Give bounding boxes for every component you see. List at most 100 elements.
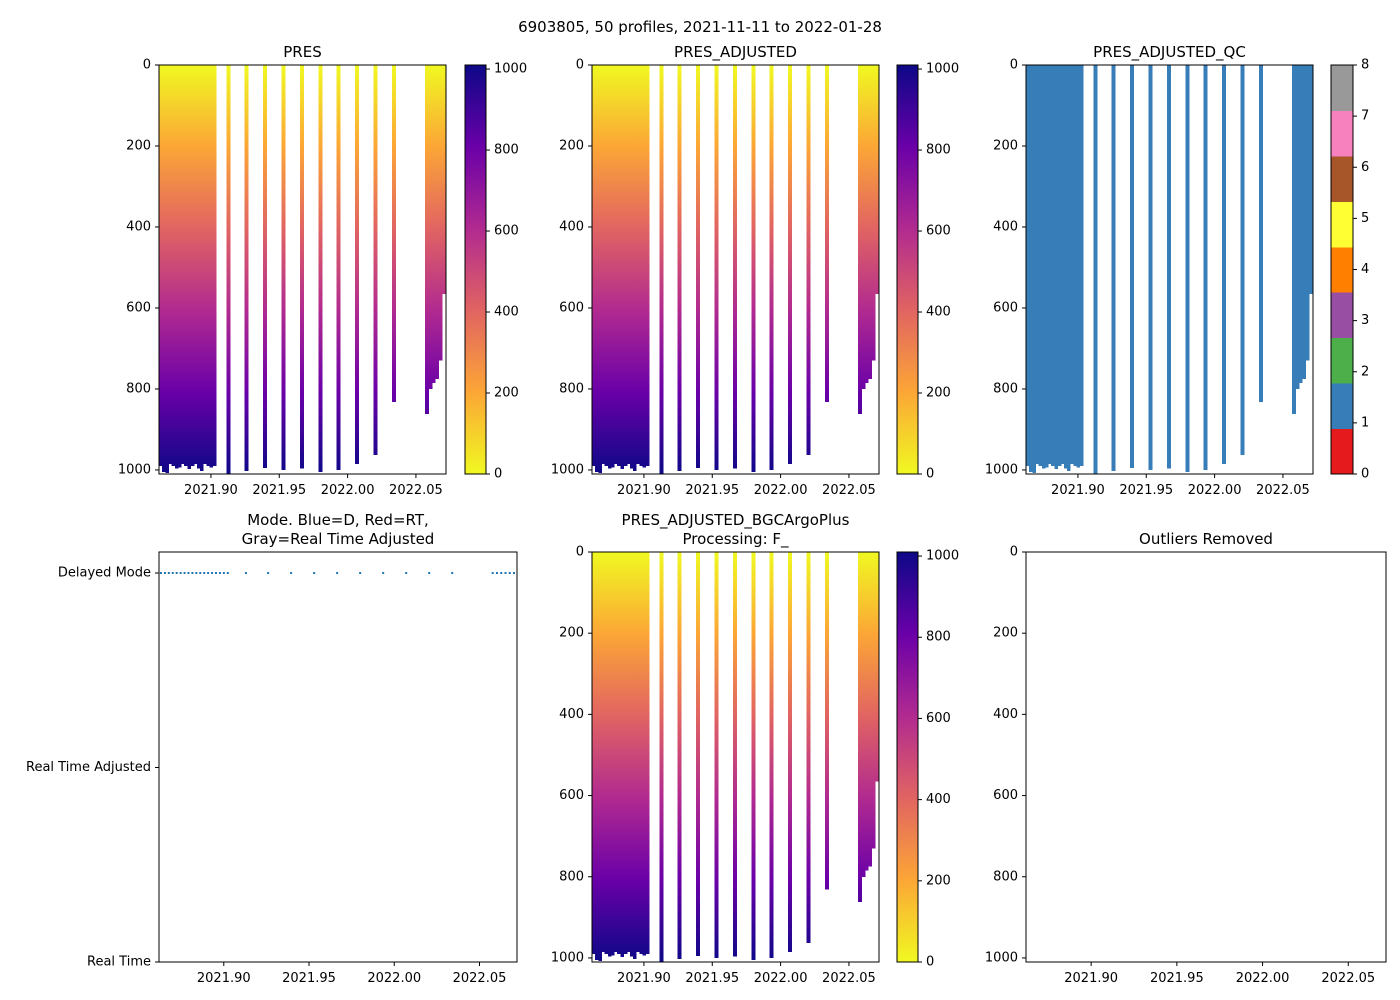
mode-point — [214, 572, 217, 574]
mode-point — [163, 572, 166, 574]
colorbar-segment — [1331, 65, 1353, 111]
mode-point — [267, 572, 270, 574]
mode-point — [382, 572, 385, 574]
y-tick-label: 0 — [143, 58, 151, 73]
profile-bar — [1057, 65, 1062, 466]
mode-point — [159, 572, 162, 574]
y-tick-label: 400 — [559, 219, 584, 234]
profile-bar — [435, 65, 440, 379]
profile-bar — [1240, 65, 1245, 455]
profile-bar — [1093, 65, 1098, 474]
x-tick-label: 2022.05 — [1321, 971, 1375, 986]
mode-point — [451, 572, 454, 574]
colorbar-segment — [1331, 155, 1353, 202]
x-tick-label: 2021.95 — [685, 971, 739, 986]
panel-title-line2: Gray=Real Time Adjusted — [242, 530, 435, 548]
y-tick-label: 600 — [559, 788, 584, 803]
y-tick-label: 200 — [993, 626, 1018, 641]
y-category-label: Real Time Adjusted — [26, 760, 151, 775]
x-tick-label: 2022.05 — [1256, 483, 1310, 498]
profile-bar — [212, 65, 217, 466]
colorbar-frame — [896, 551, 919, 963]
profile-bar — [601, 65, 606, 464]
colorbar-segment — [1331, 292, 1353, 339]
profile-bar — [373, 65, 378, 455]
mode-point — [167, 572, 170, 574]
mode-point — [187, 572, 190, 574]
profile-bar — [607, 552, 612, 957]
colorbar-tick-label: 2 — [1361, 364, 1369, 379]
profile-bar — [806, 65, 811, 455]
profile-bar — [695, 552, 700, 956]
profile-bar — [1029, 65, 1033, 472]
x-tick-label: 2022.05 — [822, 483, 876, 498]
x-tick-label: 2021.95 — [1119, 483, 1173, 498]
profile-bar — [299, 65, 304, 469]
profile-bar — [595, 552, 599, 960]
profile-bar — [181, 65, 185, 464]
x-tick-label: 2022.00 — [367, 971, 421, 986]
profile-bar — [1259, 65, 1264, 402]
colorbar-tick-label: 200 — [926, 873, 951, 888]
profile-bar — [617, 552, 621, 954]
y-tick-label: 600 — [126, 300, 151, 315]
profile-bar — [769, 65, 774, 470]
profile-bar — [1066, 65, 1071, 472]
mode-point — [290, 572, 293, 574]
colorbar-tick-label: 600 — [494, 224, 519, 239]
colorbar-tick-label: 400 — [494, 305, 519, 320]
profile-bar — [714, 552, 719, 958]
colorbar-tick-label: 0 — [926, 955, 934, 970]
colorbar-tick-label: 200 — [926, 386, 951, 401]
x-tick-label: 2022.05 — [389, 483, 443, 498]
profile-bar — [610, 65, 615, 468]
y-tick-label: 800 — [559, 381, 584, 396]
profile-bar — [209, 65, 214, 468]
x-tick-label: 2022.00 — [1188, 483, 1242, 498]
colorbar-fill — [897, 552, 918, 962]
colorbar-tick-label: 600 — [926, 711, 951, 726]
profile-bar — [196, 65, 201, 469]
profile-bar — [642, 552, 647, 956]
y-tick-label: 200 — [993, 138, 1018, 153]
profile-bar — [1111, 65, 1116, 471]
colorbar-frame — [896, 64, 919, 475]
y-tick-label: 1000 — [551, 462, 584, 477]
axes-frame — [591, 551, 880, 963]
y-tick-label: 800 — [993, 381, 1018, 396]
profile-bar — [861, 552, 866, 877]
profile-bar — [607, 65, 612, 469]
profile-bar — [806, 552, 811, 943]
profile-bar — [318, 65, 323, 472]
axes-frame — [591, 64, 880, 475]
profile-bar — [1166, 65, 1171, 469]
colorbar-segment — [1331, 246, 1353, 293]
profile-bar — [184, 65, 188, 466]
axes-frame — [1025, 551, 1387, 963]
y-tick-label: 0 — [576, 545, 584, 560]
profile-bar — [592, 65, 596, 466]
profile-bar — [187, 65, 192, 470]
profile-bar — [1076, 65, 1081, 468]
mode-point — [226, 572, 229, 574]
colorbar-tick-label: 200 — [494, 386, 519, 401]
colorbar-tick-label: 6 — [1361, 160, 1369, 175]
profile-bar — [871, 552, 876, 849]
y-tick-label: 400 — [993, 219, 1018, 234]
x-tick-label: 2021.95 — [282, 971, 336, 986]
y-tick-label: 0 — [1010, 545, 1018, 560]
profile-bar — [626, 552, 631, 952]
profile-bar — [868, 65, 873, 379]
panel-title-line1: PRES_ADJUSTED_BGCArgoPlus — [622, 511, 850, 530]
profile-bar — [871, 65, 876, 361]
y-tick-label: 200 — [559, 138, 584, 153]
mode-point — [171, 572, 174, 574]
profile-bar — [788, 552, 793, 952]
profile-bar — [1026, 65, 1030, 466]
panel-title: PRES_ADJUSTED_QC — [1093, 43, 1246, 62]
profile-bar — [874, 65, 879, 294]
colorbar-tick-label: 800 — [494, 143, 519, 158]
profile-bar — [1295, 65, 1300, 389]
profile-bar — [1308, 65, 1313, 294]
profile-bar — [1063, 65, 1068, 469]
